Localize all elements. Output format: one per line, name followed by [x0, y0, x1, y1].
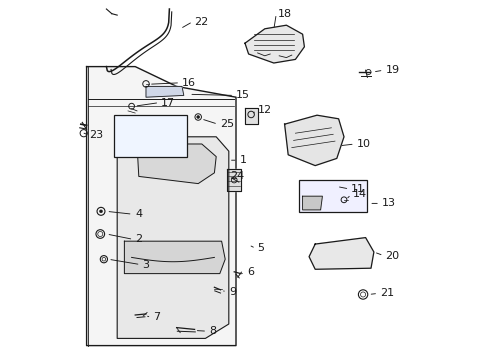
Circle shape [197, 116, 199, 118]
Polygon shape [137, 144, 216, 184]
Polygon shape [146, 86, 184, 97]
Text: 4: 4 [135, 209, 142, 219]
Text: 18: 18 [277, 9, 292, 19]
Polygon shape [245, 108, 258, 124]
Text: 16: 16 [182, 78, 196, 88]
Text: 9: 9 [229, 287, 236, 297]
Text: 5: 5 [258, 243, 265, 253]
Text: 25: 25 [220, 119, 234, 129]
Text: 3: 3 [143, 260, 149, 270]
Polygon shape [245, 25, 304, 63]
Text: 21: 21 [380, 288, 394, 298]
Text: 23: 23 [90, 130, 103, 140]
Text: 15: 15 [236, 90, 250, 100]
Polygon shape [227, 169, 242, 191]
Polygon shape [124, 241, 225, 274]
Text: 14: 14 [353, 189, 367, 199]
Text: 1: 1 [240, 155, 246, 165]
Text: 13: 13 [382, 198, 396, 208]
Text: 6: 6 [247, 267, 254, 277]
Text: 2: 2 [135, 234, 142, 244]
FancyBboxPatch shape [299, 180, 368, 212]
FancyBboxPatch shape [114, 115, 187, 157]
Text: 19: 19 [386, 65, 399, 75]
Polygon shape [309, 238, 374, 269]
Text: 12: 12 [258, 105, 272, 115]
Text: 7: 7 [153, 312, 160, 322]
Circle shape [99, 210, 102, 213]
Polygon shape [285, 115, 344, 166]
Polygon shape [117, 137, 229, 338]
Polygon shape [303, 196, 322, 210]
Text: 11: 11 [351, 184, 365, 194]
Text: 22: 22 [195, 17, 209, 27]
Text: 17: 17 [160, 98, 174, 108]
Text: 20: 20 [386, 251, 399, 261]
Text: 8: 8 [209, 326, 216, 336]
Text: 10: 10 [357, 139, 370, 149]
Polygon shape [87, 67, 236, 346]
Text: 24: 24 [231, 171, 245, 181]
